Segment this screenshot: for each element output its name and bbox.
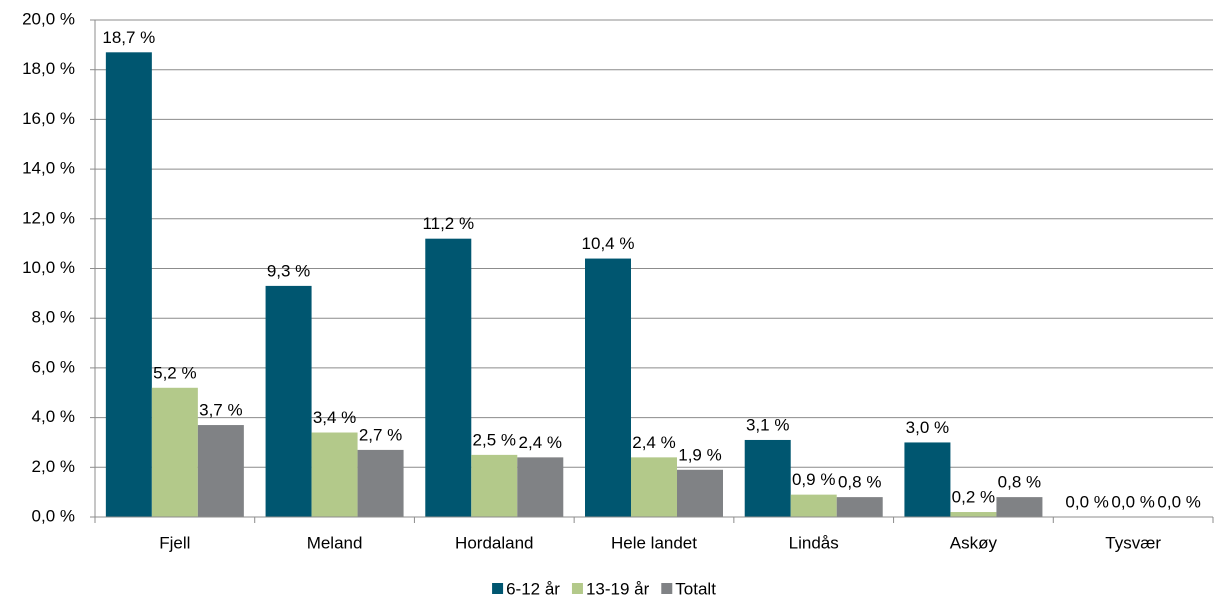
data-label: 0,8 % [838,473,881,492]
bar [105,52,152,518]
bar [677,469,723,517]
bar [836,497,883,517]
data-label: 11,2 % [422,214,474,233]
y-tick-label: 12,0 % [22,208,75,227]
legend-swatch [571,583,583,594]
y-tick-label: 4,0 % [32,407,75,426]
bar [197,425,244,517]
x-tick-label: Hele landet [611,533,697,552]
legend-label: Totalt [675,579,716,598]
legend-swatch [661,583,673,594]
y-tick-label: 6,0 % [32,357,75,376]
data-label: 2,4 % [519,433,562,452]
x-tick-label: Fjell [159,533,190,552]
bar [744,439,791,517]
legend-label: 13-19 år [586,579,650,598]
bar [950,512,997,517]
bar [265,285,312,517]
x-tick-label: Lindås [789,533,839,552]
data-label: 3,0 % [906,418,949,437]
y-tick-label: 20,0 % [22,9,75,28]
y-tick-label: 0,0 % [32,506,75,525]
legend-label: 6-12 år [506,579,560,598]
y-tick-label: 10,0 % [22,258,75,277]
x-tick-label: Meland [307,533,363,552]
data-label: 1,9 % [678,445,721,464]
bar [790,494,837,517]
y-tick-label: 18,0 % [22,59,75,78]
bar [996,497,1043,517]
data-label: 5,2 % [153,363,196,382]
bar [904,442,951,517]
data-label: 0,0 % [1065,492,1108,511]
y-tick-label: 8,0 % [32,308,75,327]
bar [471,454,518,517]
y-tick-label: 2,0 % [32,457,75,476]
data-label: 3,7 % [199,401,242,420]
data-label: 18,7 % [102,28,155,47]
bar [151,387,198,517]
data-label: 0,9 % [792,470,835,489]
x-tick-label: Tysvær [1105,533,1161,552]
x-tick-label: Askøy [950,533,998,552]
data-label: 0,0 % [1157,492,1200,511]
legend-swatch [492,583,504,594]
bar [585,258,631,517]
x-tick-label: Hordaland [455,533,533,552]
data-label: 3,4 % [313,408,356,427]
data-label: 10,4 % [582,234,635,253]
data-label: 3,1 % [746,415,789,434]
data-label: 2,5 % [473,430,516,449]
y-tick-label: 16,0 % [22,109,75,128]
data-label: 2,7 % [359,425,402,444]
y-tick-label: 14,0 % [22,159,75,178]
bar [311,432,358,517]
data-label: 0,8 % [998,473,1041,492]
bar [517,457,564,517]
bar [357,449,404,517]
data-label: 2,4 % [632,433,675,452]
data-label: 9,3 % [267,261,310,280]
bar [425,238,472,517]
data-label: 0,2 % [952,488,995,507]
bar [631,457,677,517]
data-label: 0,0 % [1111,492,1154,511]
